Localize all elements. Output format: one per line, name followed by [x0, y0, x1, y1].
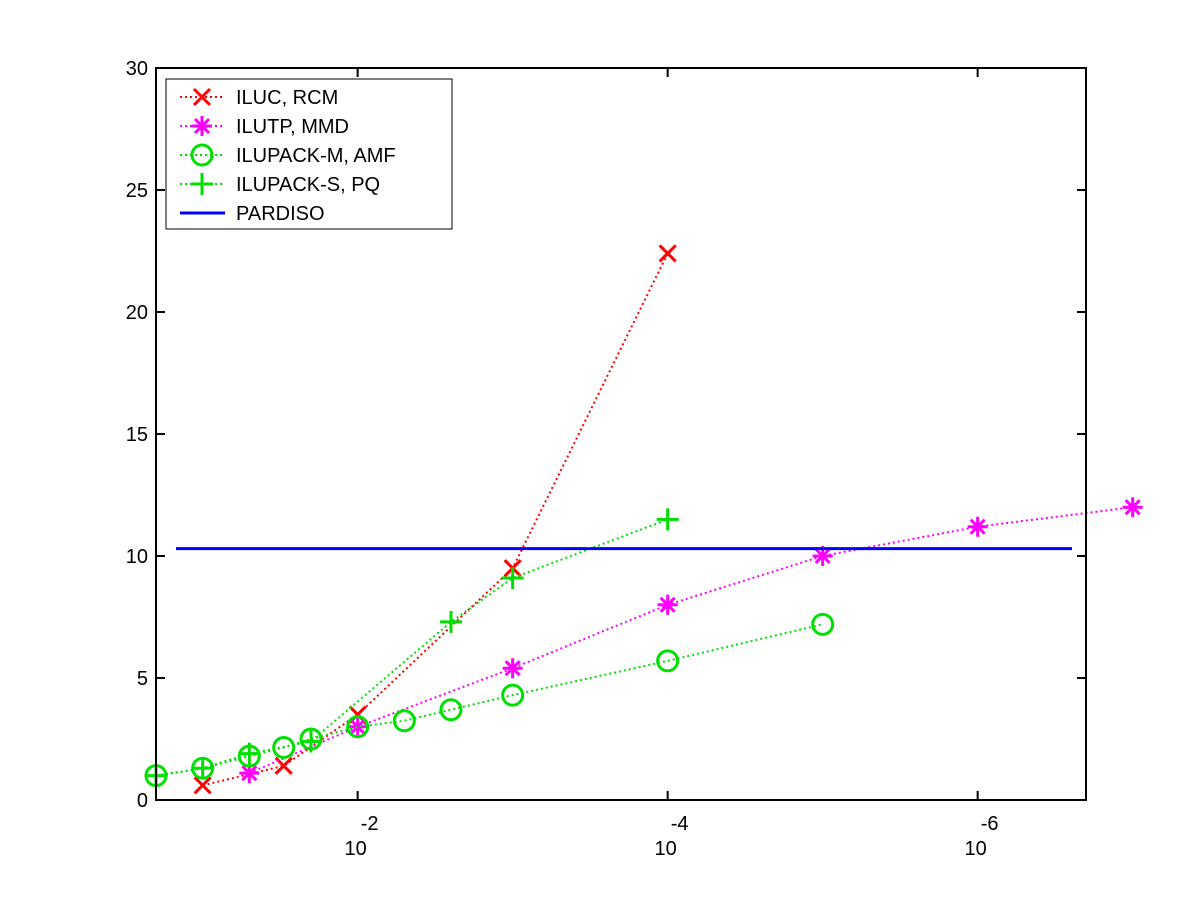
legend-item-1: ILUC, RCM — [180, 87, 338, 109]
data-point-2-5 — [812, 546, 833, 566]
data-point-1-5 — [658, 244, 677, 263]
data-point-1-1 — [193, 776, 212, 795]
legend-marker-2 — [192, 116, 212, 136]
series-2-line — [248, 506, 1133, 775]
x-tick-label-exp-2: -6 — [981, 813, 999, 835]
series-1-line — [202, 252, 669, 787]
data-point-2-3 — [502, 658, 523, 679]
y-tick-label-1: 5 — [137, 668, 148, 690]
data-point-4-4 — [300, 730, 322, 753]
y-tick-label-6: 30 — [126, 58, 148, 80]
data-point-3-4 — [272, 736, 296, 760]
data-point-3-10 — [656, 649, 680, 673]
x-tick-label-base-0: 10 — [345, 838, 367, 860]
legend-item-3: ILUPACK-M, AMF — [180, 143, 396, 167]
legend-marker-4 — [191, 173, 213, 195]
y-tick-label-5: 25 — [126, 180, 148, 202]
data-point-3-7 — [392, 709, 416, 733]
data-point-2-4 — [657, 594, 678, 615]
series-1 — [193, 244, 677, 795]
series-2 — [239, 497, 1143, 784]
y-tick-label-3: 15 — [126, 424, 148, 446]
series-4 — [145, 508, 679, 787]
series-4-line — [155, 518, 669, 777]
legend-marker-3 — [190, 143, 214, 167]
data-point-3-6 — [346, 715, 370, 739]
data-point-3-11 — [811, 612, 835, 636]
legend-item-4: ILUPACK-S, PQ — [180, 173, 380, 196]
data-point-2-6 — [967, 516, 988, 537]
y-tick-label-0: 0 — [137, 790, 148, 812]
data-point-4-6 — [501, 566, 524, 589]
legend: ILUC, RCM ILUTP, MMD ILUPACK-M, AMF ILUPACK… — [165, 78, 453, 230]
x-tick-label-exp-1: -4 — [671, 813, 689, 835]
x-tick-label-base-1: 10 — [655, 838, 677, 860]
y-tick-label-2: 10 — [126, 546, 148, 568]
legend-label-2: ILUTP, MMD — [236, 116, 349, 138]
y-tick-label-4: 20 — [126, 302, 148, 324]
data-point-2-7 — [1122, 497, 1143, 518]
data-point-3-8 — [439, 698, 463, 722]
legend-item-2: ILUTP, MMD — [180, 116, 349, 138]
data-point-2-1 — [239, 763, 260, 784]
legend-label-1: ILUC, RCM — [236, 87, 338, 109]
ticks-layer: 0 5 10 15 20 25 30 10 -2 10 -4 10 -6 — [126, 58, 1086, 860]
x-tick-label-exp-0: -2 — [361, 813, 379, 835]
data-point-4-5 — [439, 610, 462, 633]
data-point-4-7 — [656, 508, 679, 531]
legend-label-3: ILUPACK-M, AMF — [236, 145, 396, 167]
legend-marker-1 — [192, 87, 212, 107]
data-point-4-2 — [191, 757, 214, 780]
data-point-4-3 — [238, 742, 261, 765]
legend-item-5: PARDISO — [180, 203, 325, 225]
legend-label-5: PARDISO — [236, 203, 325, 225]
legend-box — [165, 78, 453, 230]
series-layer — [144, 244, 1143, 795]
legend-label-4: ILUPACK-S, PQ — [236, 174, 380, 196]
data-point-3-9 — [501, 683, 525, 707]
x-tick-label-base-2: 10 — [965, 838, 987, 860]
data-point-2-2 — [347, 716, 368, 737]
